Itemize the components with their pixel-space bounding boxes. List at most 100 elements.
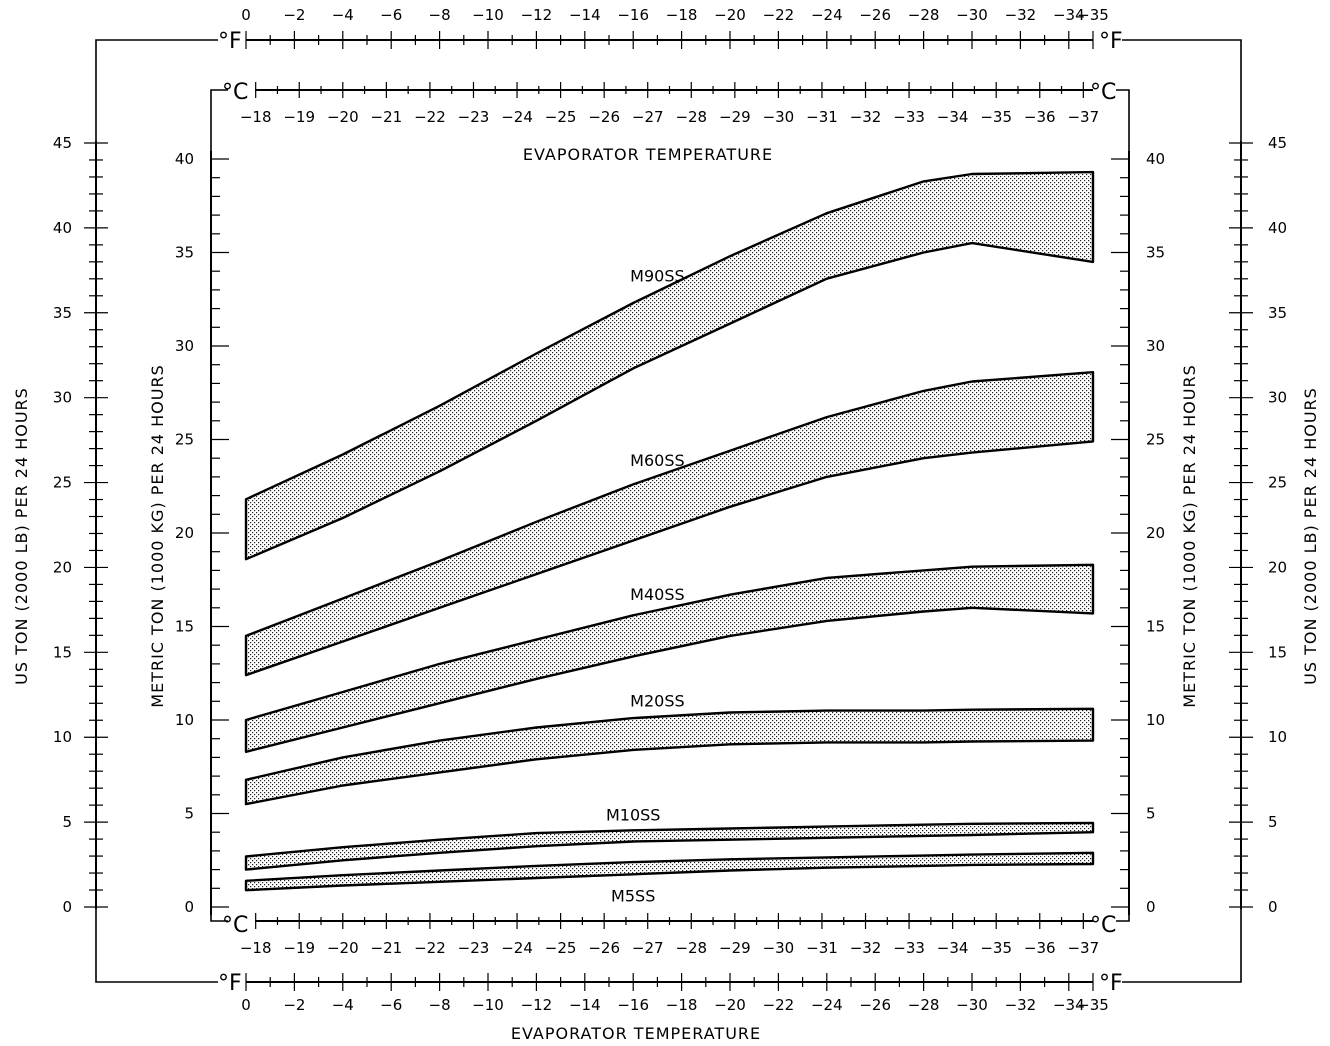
left-metric-tick-label: 10: [175, 711, 194, 729]
bottom-f-tick-label: −26: [859, 996, 891, 1014]
bottom-f-tick-label: −35: [1077, 996, 1109, 1014]
top-c-tick-label: −30: [763, 108, 795, 126]
right-us-tick-label: 20: [1268, 558, 1287, 576]
bottom-c-tick-label: −25: [545, 939, 577, 957]
top-f-tick-label: 0: [241, 6, 251, 24]
top-c-tick-label: −35: [980, 108, 1012, 126]
right-us-tick-label: 35: [1268, 304, 1287, 322]
bottom-f-tick-label: −28: [908, 996, 940, 1014]
us-y-axis-title-left: US TON (2000 LB) PER 24 HOURS: [12, 387, 31, 685]
bottom-c-tick-label: −18: [240, 939, 272, 957]
right-us-tick-label: 10: [1268, 728, 1287, 746]
bottom-c-tick-label: −37: [1067, 939, 1099, 957]
bottom-c-tick-label: −22: [414, 939, 446, 957]
top-c-tick-label: −31: [806, 108, 838, 126]
us-y-axis-title-right: US TON (2000 LB) PER 24 HOURS: [1301, 387, 1320, 685]
left-us-tick-label: 25: [53, 474, 72, 492]
top-f-tick-label: −26: [859, 6, 891, 24]
band-label-m40ss: M40SS: [630, 585, 684, 604]
capacity-bands: M90SS M60SS M40SS M20SS M10SS M5SS: [246, 172, 1093, 905]
top-f-tick-label: −16: [617, 6, 649, 24]
top-c-tick-label: −25: [545, 108, 577, 126]
right-us-tick-label: 15: [1268, 643, 1287, 661]
bottom-f-tick-label: −24: [811, 996, 843, 1014]
top-f-tick-label: −22: [763, 6, 795, 24]
left-us-tick-label: 15: [53, 643, 72, 661]
bottom-f-tick-label: 0: [241, 996, 251, 1014]
band-label-m20ss: M20SS: [630, 692, 684, 711]
left-us-tick-label: 40: [53, 219, 72, 237]
bottom-c-tick-label: −26: [588, 939, 620, 957]
right-metric-tick-label: 30: [1146, 337, 1165, 355]
bottom-f-tick-label: −32: [1005, 996, 1037, 1014]
left-us-tick-label: 35: [53, 304, 72, 322]
bottom-f-tick-label: −2: [283, 996, 305, 1014]
bottom-x-axis-title: EVAPORATOR TEMPERATURE: [511, 1024, 761, 1043]
bottom-f-tick-label: −22: [763, 996, 795, 1014]
left-us-tick-label: 45: [53, 134, 72, 152]
top-c-unit-left: °C: [222, 80, 248, 105]
top-c-tick-label: −19: [283, 108, 315, 126]
top-f-tick-label: −32: [1005, 6, 1037, 24]
left-metric-tick-label: 20: [175, 524, 194, 542]
metric-y-axis-title-left: METRIC TON (1000 KG) PER 24 HOURS: [148, 364, 167, 707]
bottom-f-tick-label: −6: [380, 996, 402, 1014]
bottom-c-tick-label: −21: [371, 939, 403, 957]
right-us-tick-label: 5: [1268, 813, 1278, 831]
top-c-tick-label: −21: [371, 108, 403, 126]
top-f-tick-label: −30: [956, 6, 988, 24]
bottom-c-tick-label: −32: [850, 939, 882, 957]
top-c-tick-label: −29: [719, 108, 751, 126]
bottom-c-tick-label: −29: [719, 939, 751, 957]
right-us-tick-label: 45: [1268, 134, 1287, 152]
top-c-tick-label: −28: [675, 108, 707, 126]
left-metric-tick-label: 0: [184, 898, 194, 916]
top-c-tick-label: −36: [1024, 108, 1056, 126]
right-metric-tick-label: 40: [1146, 150, 1165, 168]
top-c-tick-label: −37: [1067, 108, 1099, 126]
band-label-m5ss: M5SS: [611, 886, 655, 905]
bottom-f-tick-label: −14: [569, 996, 601, 1014]
left-metric-tick-label: 25: [175, 431, 194, 449]
top-c-tick-label: −32: [850, 108, 882, 126]
bottom-c-tick-label: −28: [675, 939, 707, 957]
top-c-unit-right: °C: [1090, 80, 1116, 105]
bottom-f-unit-right: °F: [1099, 971, 1123, 996]
right-metric-tick-label: 10: [1146, 711, 1165, 729]
top-f-tick-label: −28: [908, 6, 940, 24]
inner-x-axis-title: EVAPORATOR TEMPERATURE: [523, 145, 773, 164]
top-c-tick-label: −24: [501, 108, 533, 126]
band-label-m10ss: M10SS: [606, 805, 660, 824]
top-c-tick-label: −20: [327, 108, 359, 126]
bottom-f-tick-label: −20: [714, 996, 746, 1014]
top-f-tick-label: −35: [1077, 6, 1109, 24]
left-us-tick-label: 30: [53, 389, 72, 407]
bottom-c-tick-label: −36: [1024, 939, 1056, 957]
right-metric-tick-label: 5: [1146, 805, 1156, 823]
band-label-m90ss: M90SS: [630, 266, 684, 285]
top-f-tick-label: −12: [521, 6, 553, 24]
right-us-tick-label: 25: [1268, 474, 1287, 492]
top-f-unit-left: °F: [218, 29, 242, 54]
right-us-tick-label: 40: [1268, 219, 1287, 237]
right-metric-tick-label: 15: [1146, 618, 1165, 636]
right-metric-tick-label: 25: [1146, 431, 1165, 449]
bottom-f-unit-left: °F: [218, 971, 242, 996]
bottom-f-tick-label: −8: [429, 996, 451, 1014]
bottom-c-tick-label: −23: [458, 939, 490, 957]
bottom-c-tick-label: −33: [893, 939, 925, 957]
right-us-tick-label: 0: [1268, 898, 1278, 916]
top-f-tick-label: −8: [429, 6, 451, 24]
bottom-c-tick-label: −27: [632, 939, 664, 957]
left-us-tick-label: 5: [62, 813, 72, 831]
top-f-tick-label: −14: [569, 6, 601, 24]
metric-y-axis-title-right: METRIC TON (1000 KG) PER 24 HOURS: [1180, 364, 1199, 707]
right-metric-tick-label: 35: [1146, 244, 1165, 262]
bottom-c-tick-label: −30: [763, 939, 795, 957]
top-c-tick-label: −26: [588, 108, 620, 126]
bottom-f-tick-label: −10: [472, 996, 504, 1014]
right-us-tick-label: 30: [1268, 389, 1287, 407]
bottom-f-tick-label: −4: [332, 996, 354, 1014]
top-c-tick-label: −18: [240, 108, 272, 126]
